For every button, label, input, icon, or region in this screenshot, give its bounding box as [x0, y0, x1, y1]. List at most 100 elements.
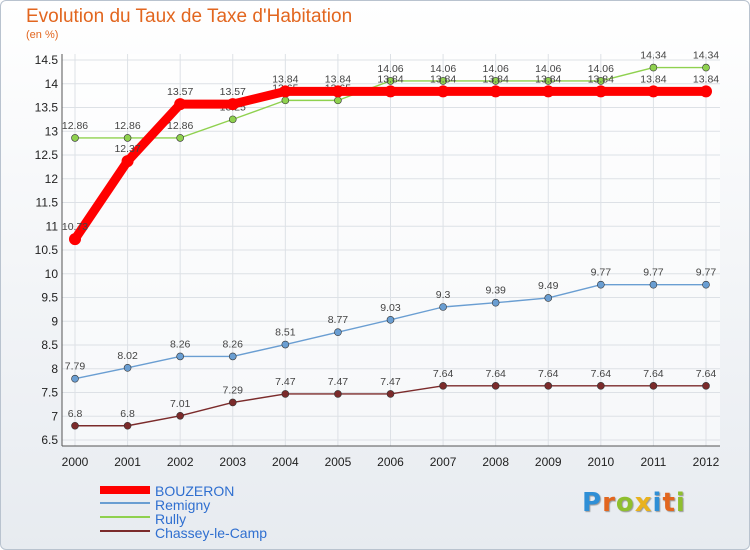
- data-label-rully: 14.34: [693, 50, 719, 62]
- data-label-bouzeron: 13.84: [483, 73, 509, 85]
- x-tick-label: 2012: [693, 455, 720, 469]
- data-label-rully: 14.06: [535, 63, 561, 75]
- x-tick-label: 2009: [535, 455, 562, 469]
- data-point-remigny: [176, 352, 184, 361]
- x-tick-label: 2005: [325, 455, 352, 469]
- data-point-bouzeron: [279, 85, 292, 98]
- data-point-rully: [123, 134, 132, 142]
- logo-letter: o: [615, 488, 635, 518]
- data-point-chassey-le-camp: [491, 382, 500, 390]
- data-point-remigny: [386, 316, 395, 324]
- data-label-bouzeron: 13.84: [430, 73, 456, 85]
- data-label-rully: 14.06: [377, 63, 403, 75]
- data-label-rully: 12.86: [114, 120, 140, 132]
- data-point-bouzeron: [647, 85, 660, 98]
- data-point-rully: [544, 77, 553, 85]
- data-label-chassey-le-camp: 7.64: [643, 368, 664, 380]
- legend-label-chassey-le-camp: Chassey-le-Camp: [155, 525, 268, 541]
- data-point-bouzeron: [226, 98, 239, 111]
- data-point-remigny: [702, 280, 710, 289]
- data-point-bouzeron: [594, 85, 607, 98]
- data-label-chassey-le-camp: 7.01: [170, 398, 191, 410]
- data-label-chassey-le-camp: 6.8: [68, 408, 83, 420]
- legend-label-bouzeron: BOUZERON: [155, 483, 235, 499]
- data-label-rully: 12.86: [62, 120, 88, 132]
- y-tick-label: 14: [45, 77, 59, 91]
- data-label-rully: 14.06: [430, 63, 456, 75]
- data-point-rully: [597, 77, 605, 85]
- data-label-chassey-le-camp: 7.47: [328, 376, 349, 388]
- x-tick-label: 2006: [377, 455, 404, 469]
- data-point-rully: [228, 115, 237, 124]
- proxiti-logo: Proxiti: [582, 488, 686, 518]
- y-tick-label: 8: [51, 362, 58, 376]
- data-label-remigny: 9.3: [436, 289, 451, 301]
- data-label-bouzeron: 13.84: [272, 73, 298, 85]
- data-label-rully: 12.86: [167, 120, 193, 132]
- data-point-remigny: [123, 363, 132, 372]
- data-point-remigny: [334, 328, 342, 336]
- y-tick-label: 7: [51, 409, 58, 423]
- logo-letter: x: [634, 488, 653, 518]
- data-label-bouzeron: 12.37: [114, 143, 140, 155]
- data-point-remigny: [649, 280, 658, 289]
- data-point-bouzeron: [384, 85, 397, 98]
- data-point-bouzeron: [700, 85, 712, 98]
- data-point-remigny: [71, 374, 79, 383]
- y-tick-label: 9.5: [41, 291, 58, 305]
- legend-label-rully: Rully: [155, 511, 187, 527]
- y-tick-label: 9: [51, 314, 58, 328]
- data-point-bouzeron: [69, 233, 81, 246]
- data-label-remigny: 8.77: [328, 314, 349, 326]
- data-label-remigny: 8.26: [170, 338, 191, 350]
- y-tick-label: 11: [46, 219, 59, 233]
- data-point-remigny: [597, 280, 605, 289]
- data-point-remigny: [491, 298, 500, 307]
- data-label-chassey-le-camp: 7.47: [275, 376, 296, 388]
- data-label-bouzeron: 13.84: [325, 73, 351, 85]
- data-point-chassey-le-camp: [334, 390, 342, 398]
- legend-swatch-chassey-le-camp: [100, 530, 150, 532]
- data-point-rully: [702, 63, 710, 72]
- data-label-remigny: 9.77: [591, 267, 612, 279]
- data-point-bouzeron: [437, 85, 450, 98]
- data-label-chassey-le-camp: 7.64: [591, 368, 612, 380]
- logo-letter: i: [652, 488, 663, 518]
- y-tick-label: 8.5: [41, 338, 58, 352]
- data-label-remigny: 7.79: [65, 361, 86, 373]
- data-label-chassey-le-camp: 7.64: [696, 368, 717, 380]
- data-point-rully: [71, 134, 79, 142]
- data-point-rully: [491, 77, 500, 85]
- data-label-bouzeron: 13.84: [588, 73, 614, 85]
- data-label-remigny: 9.77: [643, 267, 664, 279]
- data-label-remigny: 8.26: [223, 338, 244, 350]
- x-tick-label: 2004: [272, 455, 299, 469]
- data-point-bouzeron: [121, 155, 134, 168]
- data-label-chassey-le-camp: 7.64: [485, 368, 506, 380]
- data-label-remigny: 9.49: [538, 280, 559, 292]
- data-label-remigny: 9.39: [485, 285, 506, 297]
- data-point-rully: [281, 96, 290, 105]
- data-point-bouzeron: [174, 98, 187, 111]
- legend-label-remigny: Remigny: [155, 497, 211, 513]
- legend-swatch-bouzeron: [100, 486, 150, 494]
- data-label-chassey-le-camp: 7.64: [433, 368, 454, 380]
- data-point-rully: [439, 77, 447, 85]
- data-point-chassey-le-camp: [228, 398, 237, 407]
- x-tick-label: 2002: [167, 455, 194, 469]
- y-tick-label: 13.5: [35, 101, 59, 115]
- data-label-bouzeron: 13.84: [693, 73, 719, 85]
- data-point-rully: [386, 77, 395, 85]
- x-tick-label: 2008: [482, 455, 509, 469]
- chart-title: Evolution du Taux de Taxe d'Habitation: [26, 6, 353, 27]
- data-point-chassey-le-camp: [123, 421, 132, 430]
- data-label-bouzeron: 13.57: [167, 86, 193, 98]
- y-tick-label: 12: [45, 172, 59, 186]
- data-point-chassey-le-camp: [71, 421, 79, 430]
- logo-letter: i: [675, 488, 686, 518]
- x-tick-label: 2007: [430, 455, 457, 469]
- y-tick-label: 14.5: [35, 53, 59, 67]
- y-tick-label: 13: [45, 124, 59, 138]
- logo-letter: r: [602, 488, 616, 518]
- x-tick-label: 2010: [587, 455, 614, 469]
